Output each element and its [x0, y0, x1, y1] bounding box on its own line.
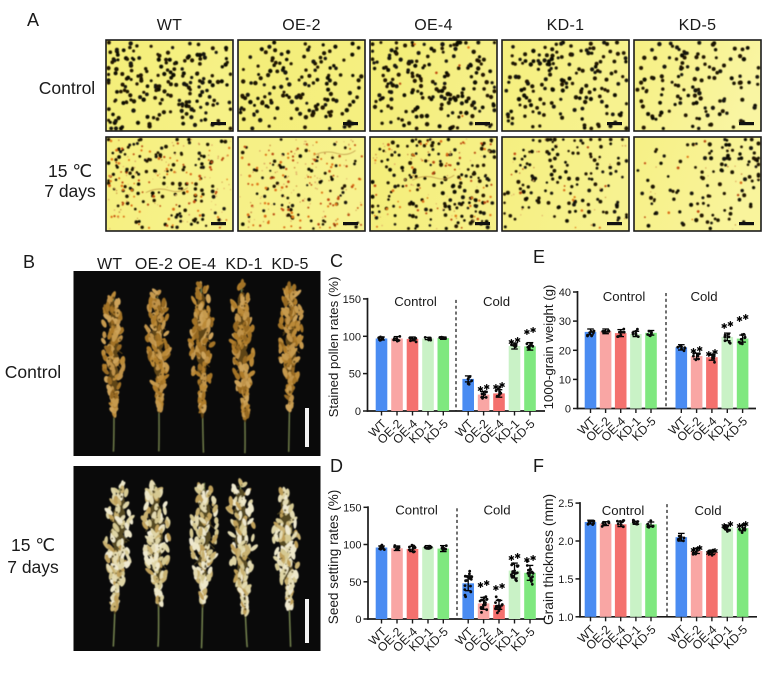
svg-text:7 days: 7 days — [44, 181, 96, 201]
svg-text:C: C — [330, 251, 343, 271]
svg-text:KD-5: KD-5 — [679, 17, 717, 34]
svg-text:Grain thickness (mm): Grain thickness (mm) — [541, 494, 556, 625]
svg-text:B: B — [23, 252, 35, 272]
svg-text:A: A — [27, 10, 39, 30]
svg-text:0: 0 — [355, 406, 361, 418]
svg-text:1.0: 1.0 — [558, 612, 573, 624]
svg-text:KD-1: KD-1 — [547, 17, 585, 34]
svg-text:D: D — [330, 456, 343, 476]
svg-text:15 ℃: 15 ℃ — [11, 535, 55, 555]
svg-text:20: 20 — [559, 345, 571, 357]
svg-text:30: 30 — [559, 316, 571, 328]
svg-text:KD-5: KD-5 — [271, 256, 308, 273]
svg-text:50: 50 — [349, 369, 361, 381]
svg-text:100: 100 — [343, 331, 361, 343]
svg-text:100: 100 — [343, 540, 361, 552]
svg-text:50: 50 — [349, 577, 361, 589]
svg-text:WT: WT — [97, 256, 122, 273]
svg-text:15 ℃: 15 ℃ — [48, 161, 92, 181]
svg-text:OE-4: OE-4 — [414, 17, 453, 34]
svg-text:0: 0 — [355, 614, 361, 626]
svg-text:7 days: 7 days — [7, 557, 59, 577]
svg-text:2.5: 2.5 — [558, 498, 573, 510]
svg-text:Cold: Cold — [694, 503, 721, 518]
svg-text:Control: Control — [395, 503, 438, 518]
svg-text:F: F — [533, 456, 544, 476]
svg-text:Cold: Cold — [690, 289, 717, 304]
svg-text:Control: Control — [5, 362, 61, 382]
svg-text:2.0: 2.0 — [558, 536, 573, 548]
svg-text:E: E — [533, 247, 545, 267]
svg-text:40: 40 — [559, 287, 571, 299]
svg-text:Control: Control — [603, 289, 646, 304]
svg-text:WT: WT — [157, 17, 182, 34]
svg-text:Control: Control — [602, 503, 645, 518]
svg-text:Cold: Cold — [483, 294, 510, 309]
svg-text:Control: Control — [39, 78, 95, 98]
svg-text:Stained pollen rates (%): Stained pollen rates (%) — [326, 277, 341, 418]
svg-text:Seed setting rates (%): Seed setting rates (%) — [326, 490, 341, 625]
svg-text:1000-grain weight (g): 1000-grain weight (g) — [541, 285, 556, 410]
svg-text:10: 10 — [559, 374, 571, 386]
svg-text:Control: Control — [394, 294, 437, 309]
svg-text:OE-2: OE-2 — [135, 256, 173, 273]
svg-text:150: 150 — [343, 294, 361, 306]
svg-text:1.5: 1.5 — [558, 574, 573, 586]
svg-text:0: 0 — [565, 404, 571, 416]
svg-text:OE-4: OE-4 — [178, 256, 216, 273]
svg-text:OE-2: OE-2 — [282, 17, 321, 34]
svg-text:KD-1: KD-1 — [225, 256, 262, 273]
svg-text:Cold: Cold — [483, 503, 510, 518]
svg-text:150: 150 — [343, 502, 361, 514]
